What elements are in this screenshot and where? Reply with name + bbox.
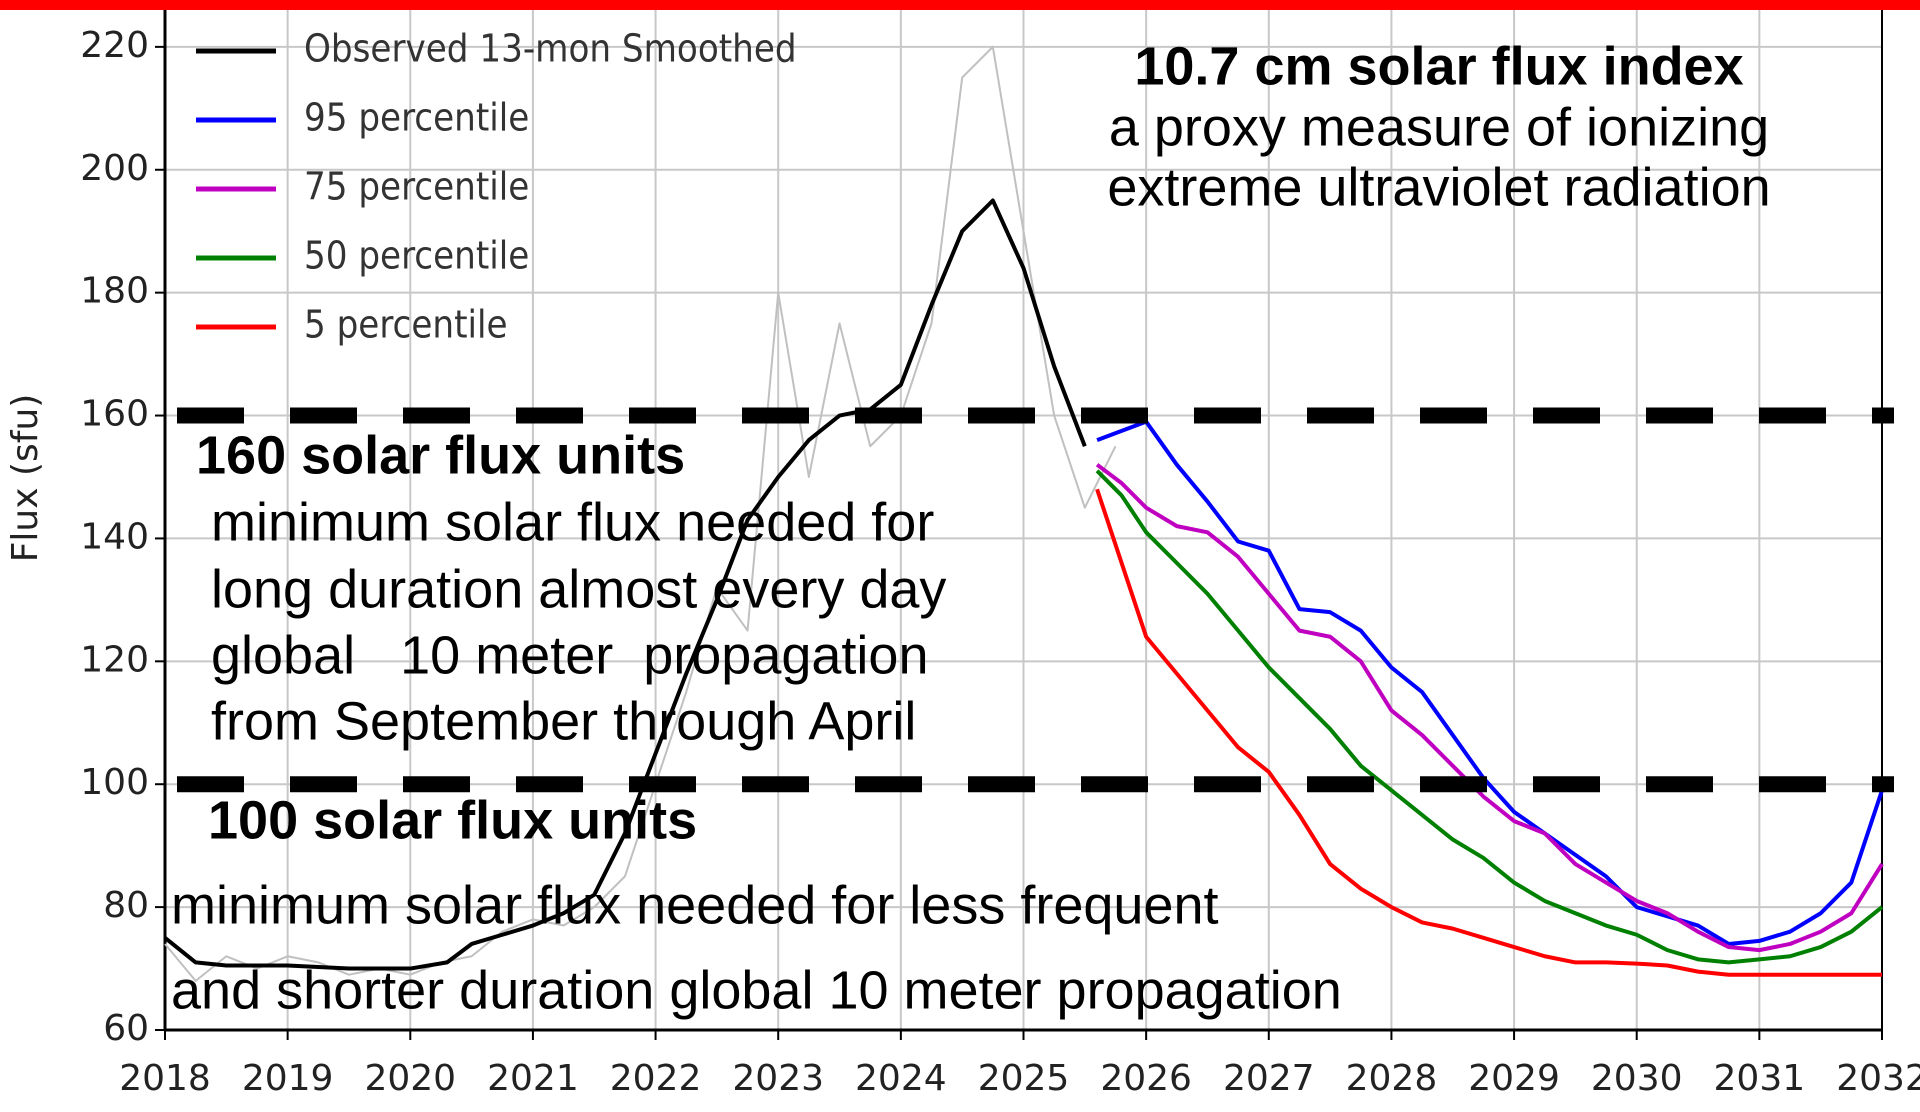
- annotation: and shorter duration global 10 meter pro…: [171, 960, 1342, 1020]
- legend-label: Observed 13-mon Smoothed: [304, 27, 797, 71]
- legend-label: 75 percentile: [304, 165, 529, 209]
- y-tick-label: 180: [80, 271, 149, 312]
- x-tick-label: 2031: [1714, 1058, 1806, 1099]
- plot: [163, 45, 1894, 982]
- grid: 60 80 100 120 140 160 180 200 220 2018 2019 2020 202…: [80, 10, 1920, 1099]
- x-tick-label: 2029: [1468, 1058, 1560, 1099]
- y-tick-label: 100: [80, 762, 149, 803]
- series-line: [1095, 463, 1884, 953]
- x-tick-label: 2024: [855, 1058, 947, 1099]
- series-line: [1095, 469, 1884, 965]
- y-tick-label: 160: [80, 394, 149, 435]
- x-tick-label: 2019: [242, 1058, 334, 1099]
- x-tick-label: 2025: [978, 1058, 1070, 1099]
- x-tick-label: 2022: [610, 1058, 702, 1099]
- y-tick-label: 120: [80, 639, 149, 680]
- annotation: minimum solar flux needed for less frequ…: [171, 875, 1219, 935]
- legend-label: 50 percentile: [304, 234, 529, 278]
- top-bar: [0, 0, 1920, 10]
- series-line: [164, 45, 1117, 982]
- x-tick-label: 2032: [1836, 1058, 1920, 1099]
- y-tick-label: 80: [103, 885, 149, 926]
- x-tick-label: 2028: [1346, 1058, 1438, 1099]
- chart-subtitle: a proxy measure of ionizing: [1109, 97, 1769, 157]
- x-tick-label: 2030: [1591, 1058, 1683, 1099]
- series-line: [163, 198, 1087, 971]
- y-tick-label: 200: [80, 148, 149, 189]
- x-tick-label: 2023: [732, 1058, 824, 1099]
- x-tick-label: 2027: [1223, 1058, 1315, 1099]
- chart-title: 10.7 cm solar flux index: [1134, 36, 1743, 96]
- chart-subtitle: extreme ultraviolet radiation: [1107, 157, 1770, 217]
- annotation: 100 solar flux units: [208, 790, 697, 850]
- x-tick-label: 2026: [1100, 1058, 1192, 1099]
- series-line: [1096, 419, 1884, 946]
- annotation: 160 solar flux units: [196, 425, 685, 485]
- legend-label: 5 percentile: [304, 303, 508, 347]
- x-tick-label: 2021: [487, 1058, 579, 1099]
- y-tick-label: 140: [80, 516, 149, 557]
- x-tick-label: 2020: [364, 1058, 456, 1099]
- annotation: minimum solar flux needed for: [211, 492, 934, 552]
- y-tick-label: 220: [80, 25, 149, 66]
- annotation: from September through April: [211, 691, 916, 751]
- y-axis-label: Flux (sfu): [5, 394, 46, 563]
- x-tick-label: 2018: [119, 1058, 211, 1099]
- legend-label: 95 percentile: [304, 96, 529, 140]
- annotation: long duration almost every day: [211, 559, 946, 619]
- y-tick-label: 60: [103, 1008, 149, 1049]
- series-line: [1095, 488, 1882, 977]
- annotation: global 10 meter propagation: [211, 625, 928, 685]
